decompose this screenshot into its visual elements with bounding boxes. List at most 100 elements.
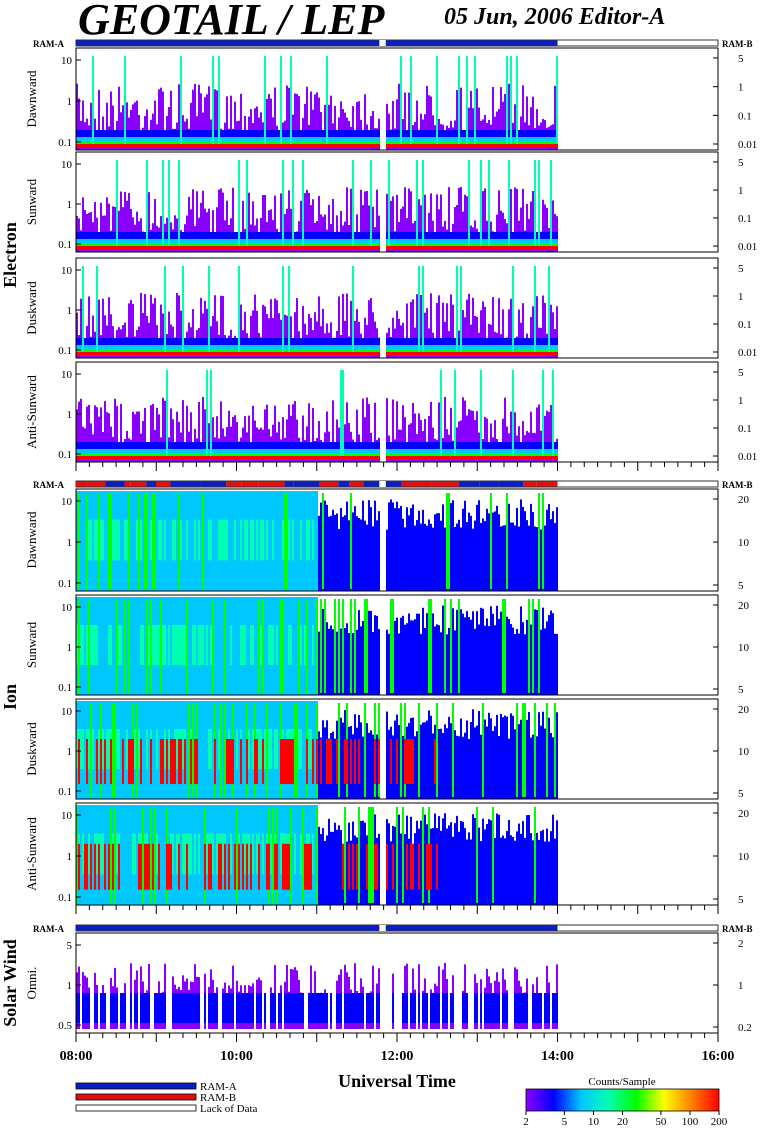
spectro-cell [386,352,388,356]
spectro-cell [348,442,350,450]
spectro-cell [214,141,216,144]
spectro-cell [228,239,230,243]
spectro-cell [498,239,500,243]
spectro-cell [220,338,222,346]
spectro-cell [438,239,440,243]
spectro-cell [528,232,530,240]
spectro-cell [262,232,264,240]
spectro-cell [448,352,450,356]
spectro-cell [556,456,558,460]
spectro-cell [358,345,360,349]
spectro-cell [330,338,332,346]
spectro-cell [354,243,356,246]
mode-bar-gap [379,481,386,487]
spectro-cell [228,442,230,450]
spectro-cell [408,349,410,352]
spectro-cell [536,352,538,356]
spectro-cell [328,453,330,456]
spectro-cell [134,338,136,346]
spectro-cell [486,453,488,456]
spectro-cell [186,239,188,243]
spectro-cell [130,109,132,150]
spectro-cell [156,232,158,240]
spectro-cell [482,246,484,250]
spectro-cell [92,338,94,346]
spectro-cell [502,456,504,460]
spectro-cell [456,442,458,450]
spectro-cell [314,453,316,456]
spectro-cell [484,453,486,456]
spectro-cell [232,144,234,148]
spectro-cell [78,352,80,356]
spectro-cell [234,232,236,240]
spectro-cell [288,352,290,356]
spectro-cell [204,243,206,246]
spectro-cell [244,130,246,138]
spectro-cell [346,442,348,450]
spectro-cell [214,349,216,352]
spectro-cell [146,345,148,349]
spectro-cell [144,137,146,141]
spectro-cell [320,141,322,144]
spectro-cell [96,232,98,240]
spectro-cell [424,345,426,349]
spectro-cell [276,141,278,144]
spectro-cell [308,456,310,460]
spectro-cell [332,141,334,144]
spectro-cell [424,352,426,356]
spectro-cell [402,130,404,138]
spectro-cell [186,442,188,450]
spectro-cell [458,421,460,462]
spectro-cell [404,92,406,150]
spectro-cell [460,442,462,450]
spectro-cell [420,294,422,358]
spectro-cell [270,349,272,352]
spectro-cell [468,456,470,460]
spectro-cell [444,397,446,462]
spectro-cell [408,137,410,141]
spectro-cell [288,404,290,462]
spectro-cell [76,312,78,358]
spectro-cell [334,144,336,148]
spectro-cell [96,266,98,352]
spectro-cell [464,243,466,246]
spectro-cell [430,246,432,250]
spectro-cell [104,232,106,240]
spectro-cell [180,243,182,246]
spectro-cell [450,345,452,349]
spectro-cell [312,246,314,250]
spectro-cell [328,137,330,141]
spectro-cell [190,246,192,250]
spectro-cell [144,232,146,240]
spectro-cell [192,239,194,243]
spectro-cell [350,352,352,356]
spectro-cell [202,345,204,349]
spectro-cell [324,232,326,240]
spectro-cell [546,410,548,462]
spectro-cell [434,232,436,240]
spectro-cell [514,144,516,148]
spectro-cell [422,456,424,460]
spectro-cell [122,137,124,141]
spectro-cell [434,137,436,141]
spectro-cell [80,298,82,358]
spectro-cell [426,308,428,358]
spectro-cell [196,453,198,456]
spectro-cell [140,246,142,250]
spectro-cell [148,349,150,352]
spectro-cell [314,243,316,246]
spectro-cell [426,144,428,148]
spectro-cell [452,442,454,450]
mode-bar-segment [146,481,156,487]
spectro-cell [452,349,454,352]
spectro-cell [268,94,270,150]
spectro-cell [502,101,504,150]
mode-bar-left-label: RAM-A [33,480,64,490]
spectro-cell [294,246,296,250]
spectro-cell [160,144,162,148]
mode-bar-segment [76,40,558,46]
spectro-cell [326,345,328,349]
spectro-cell [218,338,220,346]
spectro-cell [344,246,346,250]
spectro-cell [216,416,218,462]
